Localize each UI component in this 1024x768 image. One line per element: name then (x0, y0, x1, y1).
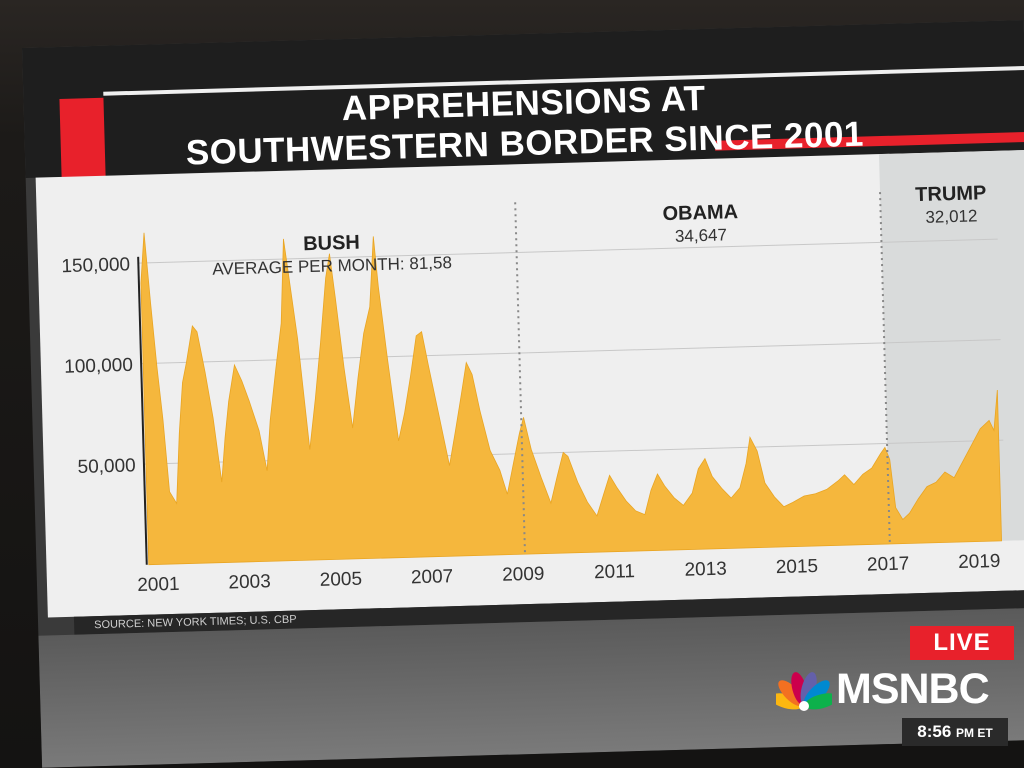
chart-panel: 150,000 100,000 50,000 2001 2003 2005 2007 2009… (35, 149, 1024, 618)
y-tick-label: 150,000 (61, 254, 130, 277)
era-divider (514, 202, 527, 555)
chart-svg: 150,000 100,000 50,000 2001 2003 2005 2007 2009… (61, 149, 1024, 596)
time-badge: 8:56 PM ET (902, 718, 1008, 746)
era-average-label: AVERAGE PER MONTH: 81,58 (212, 253, 452, 279)
x-tick-label: 2005 (319, 569, 362, 591)
x-tick-label: 2001 (137, 574, 180, 596)
x-tick-label: 2015 (776, 556, 819, 578)
network-name: MSNBC (836, 665, 990, 713)
x-tick-label: 2017 (867, 553, 910, 575)
msnbc-logo: MSNBC (770, 664, 1022, 714)
y-axis-line (137, 256, 148, 565)
live-badge: LIVE (910, 626, 1014, 660)
peacock-icon (770, 672, 838, 711)
x-tick-label: 2019 (958, 551, 1001, 573)
gridline (138, 238, 998, 264)
tv-screen: APPREHENSIONS AT SOUTHWESTERN BORDER SIN… (22, 20, 1024, 768)
x-tick-label: 2009 (502, 564, 545, 586)
x-tick-label: 2011 (594, 561, 635, 583)
era-label: BUSH (303, 232, 360, 256)
x-tick-label: 2013 (684, 559, 727, 581)
era-average-label: 32,012 (925, 206, 978, 226)
time-value: 8:56 (917, 722, 952, 741)
gridline (140, 339, 1001, 365)
era-divider (879, 192, 891, 544)
era-label: OBAMA (662, 201, 738, 225)
y-tick-label: 50,000 (77, 455, 136, 478)
x-tick-label: 2007 (411, 566, 454, 588)
y-tick-label: 100,000 (64, 355, 133, 378)
era-average-label: 34,647 (675, 225, 728, 245)
apprehensions-area (140, 232, 1002, 566)
x-tick-label: 2003 (228, 571, 271, 593)
era-label: TRUMP (915, 182, 987, 206)
time-suffix: PM ET (956, 726, 993, 740)
